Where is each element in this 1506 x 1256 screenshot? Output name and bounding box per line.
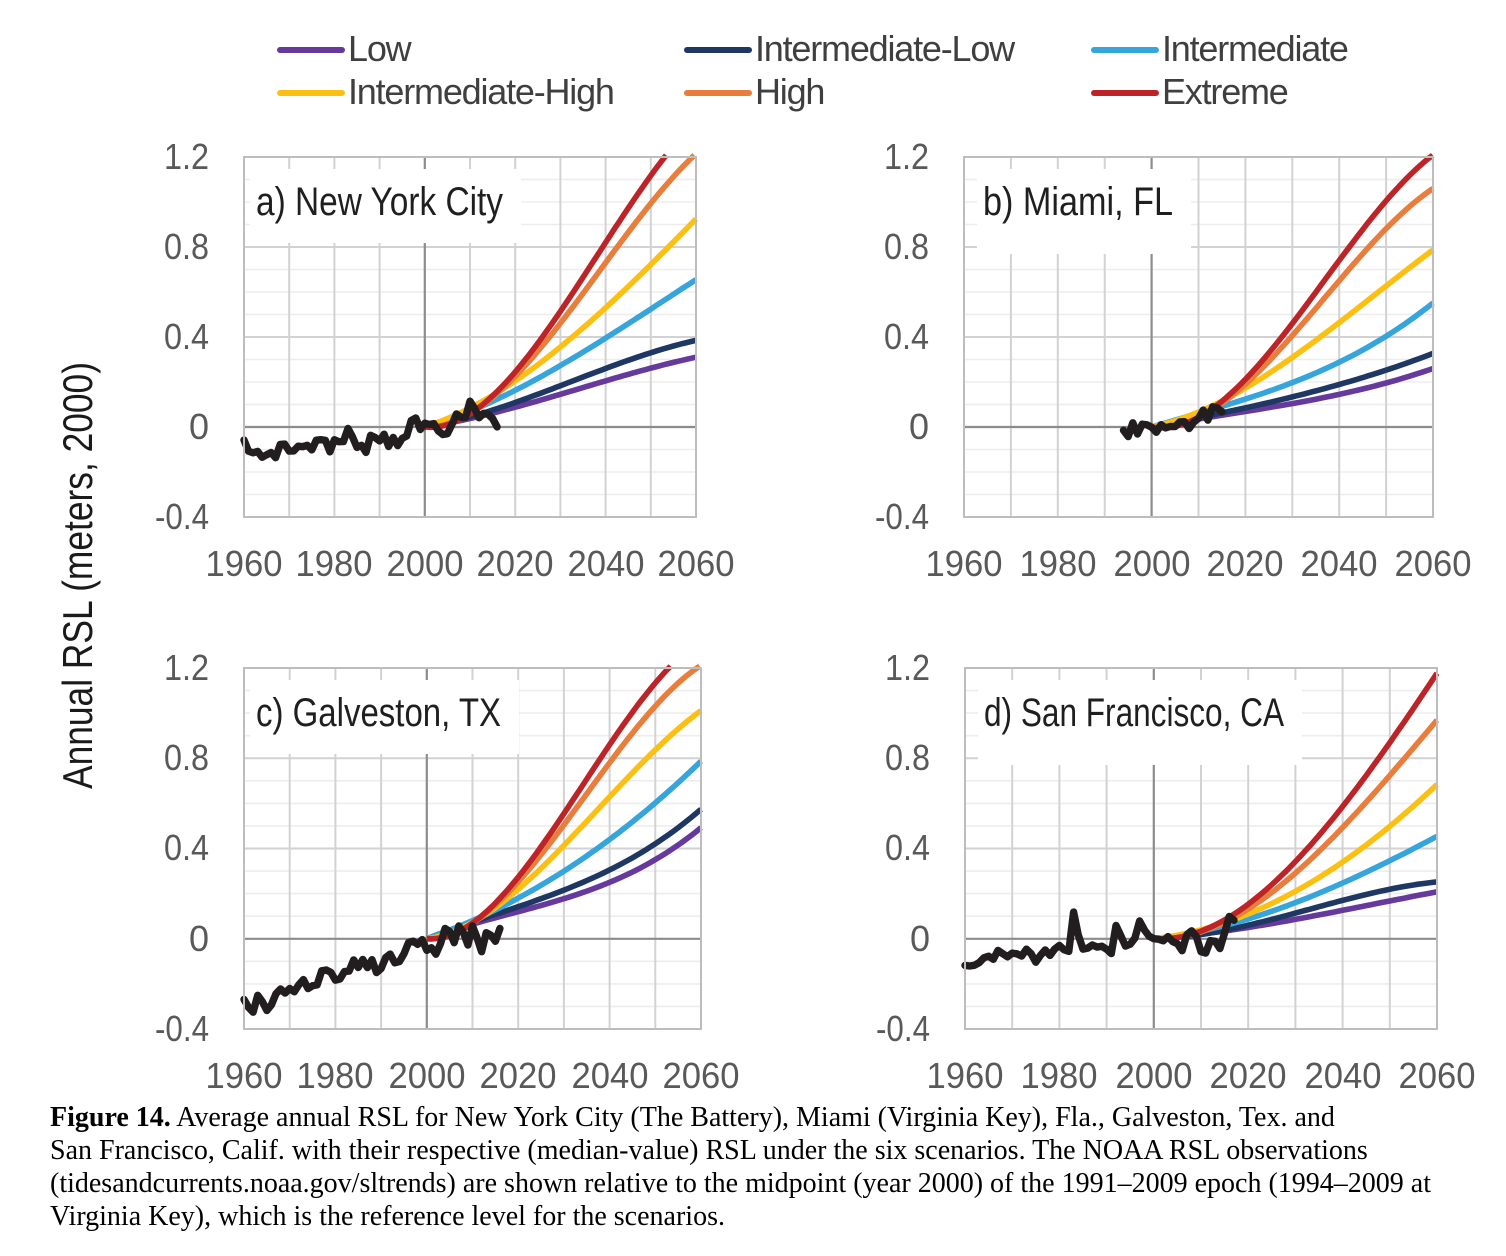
svg-text:2000: 2000 — [1116, 1055, 1193, 1096]
svg-text:0.4: 0.4 — [885, 827, 930, 868]
svg-text:2060: 2060 — [1395, 543, 1472, 584]
svg-text:0: 0 — [909, 406, 929, 447]
svg-text:2000: 2000 — [1114, 543, 1191, 584]
svg-text:0.8: 0.8 — [884, 226, 929, 267]
svg-text:0: 0 — [189, 406, 209, 447]
svg-text:-0.4: -0.4 — [876, 1008, 930, 1049]
svg-text:0.8: 0.8 — [164, 226, 209, 267]
svg-text:-0.4: -0.4 — [875, 496, 929, 537]
svg-text:2060: 2060 — [663, 1055, 740, 1096]
svg-text:2000: 2000 — [389, 1055, 466, 1096]
svg-text:1.2: 1.2 — [884, 136, 929, 177]
svg-text:2020: 2020 — [477, 543, 554, 584]
svg-text:2020: 2020 — [1207, 543, 1284, 584]
svg-text:2040: 2040 — [1301, 543, 1378, 584]
svg-text:2060: 2060 — [658, 543, 735, 584]
svg-text:1.2: 1.2 — [164, 136, 209, 177]
svg-text:2000: 2000 — [387, 543, 464, 584]
svg-text:2040: 2040 — [568, 543, 645, 584]
svg-text:1980: 1980 — [1021, 1055, 1098, 1096]
svg-text:2020: 2020 — [1210, 1055, 1287, 1096]
svg-text:0.8: 0.8 — [164, 737, 209, 778]
svg-text:-0.4: -0.4 — [155, 496, 209, 537]
svg-text:1980: 1980 — [296, 543, 373, 584]
svg-text:1960: 1960 — [926, 543, 1003, 584]
svg-text:1980: 1980 — [1020, 543, 1097, 584]
svg-text:b) Miami, FL: b) Miami, FL — [983, 180, 1173, 224]
svg-text:c) Galveston, TX: c) Galveston, TX — [256, 691, 501, 735]
svg-text:d) San Francisco, CA: d) San Francisco, CA — [984, 691, 1284, 735]
svg-text:0.8: 0.8 — [885, 737, 930, 778]
svg-text:0.4: 0.4 — [164, 827, 209, 868]
svg-text:1980: 1980 — [297, 1055, 374, 1096]
svg-text:0.4: 0.4 — [164, 316, 209, 357]
svg-text:0: 0 — [189, 918, 209, 959]
svg-text:1.2: 1.2 — [885, 647, 930, 688]
svg-text:1960: 1960 — [927, 1055, 1004, 1096]
svg-text:2040: 2040 — [572, 1055, 649, 1096]
svg-text:2020: 2020 — [480, 1055, 557, 1096]
svg-text:2060: 2060 — [1399, 1055, 1476, 1096]
svg-text:-0.4: -0.4 — [155, 1008, 209, 1049]
svg-text:1960: 1960 — [206, 543, 283, 584]
svg-text:Annual RSL (meters, 2000): Annual RSL (meters, 2000) — [54, 362, 101, 789]
svg-text:0: 0 — [910, 918, 930, 959]
svg-text:0.4: 0.4 — [884, 316, 929, 357]
svg-text:2040: 2040 — [1305, 1055, 1382, 1096]
svg-text:1.2: 1.2 — [164, 647, 209, 688]
svg-text:1960: 1960 — [206, 1055, 283, 1096]
svg-text:a) New York City: a) New York City — [256, 180, 503, 224]
